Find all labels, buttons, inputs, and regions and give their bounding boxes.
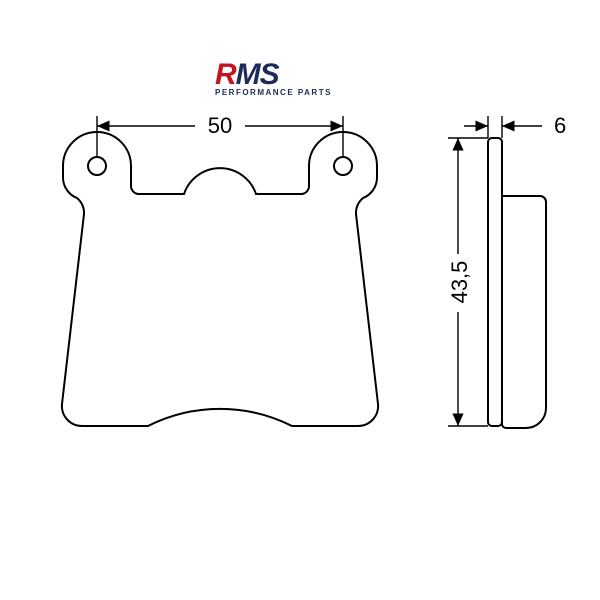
mounting-hole-right <box>334 157 352 175</box>
front-view <box>62 132 378 426</box>
dim-thickness-label: 6 <box>554 113 566 138</box>
dimension-height: 43,5 <box>447 138 488 426</box>
backing-plate <box>488 138 502 426</box>
logo-text: RMS <box>215 60 332 90</box>
side-view <box>488 138 546 428</box>
pad-outline <box>62 132 378 426</box>
brand-logo: RMS PERFORMANCE PARTS <box>215 60 332 97</box>
dimension-thickness: 6 <box>464 113 566 138</box>
mounting-hole-left <box>88 157 106 175</box>
logo-subtitle: PERFORMANCE PARTS <box>215 88 332 97</box>
logo-letters-ms: MS <box>236 58 279 91</box>
logo-letter-r: R <box>215 58 236 91</box>
pad-body-side <box>502 196 546 428</box>
dim-height-label: 43,5 <box>447 261 472 304</box>
dim-width-label: 50 <box>208 113 232 138</box>
dimension-width: 50 <box>97 113 343 157</box>
